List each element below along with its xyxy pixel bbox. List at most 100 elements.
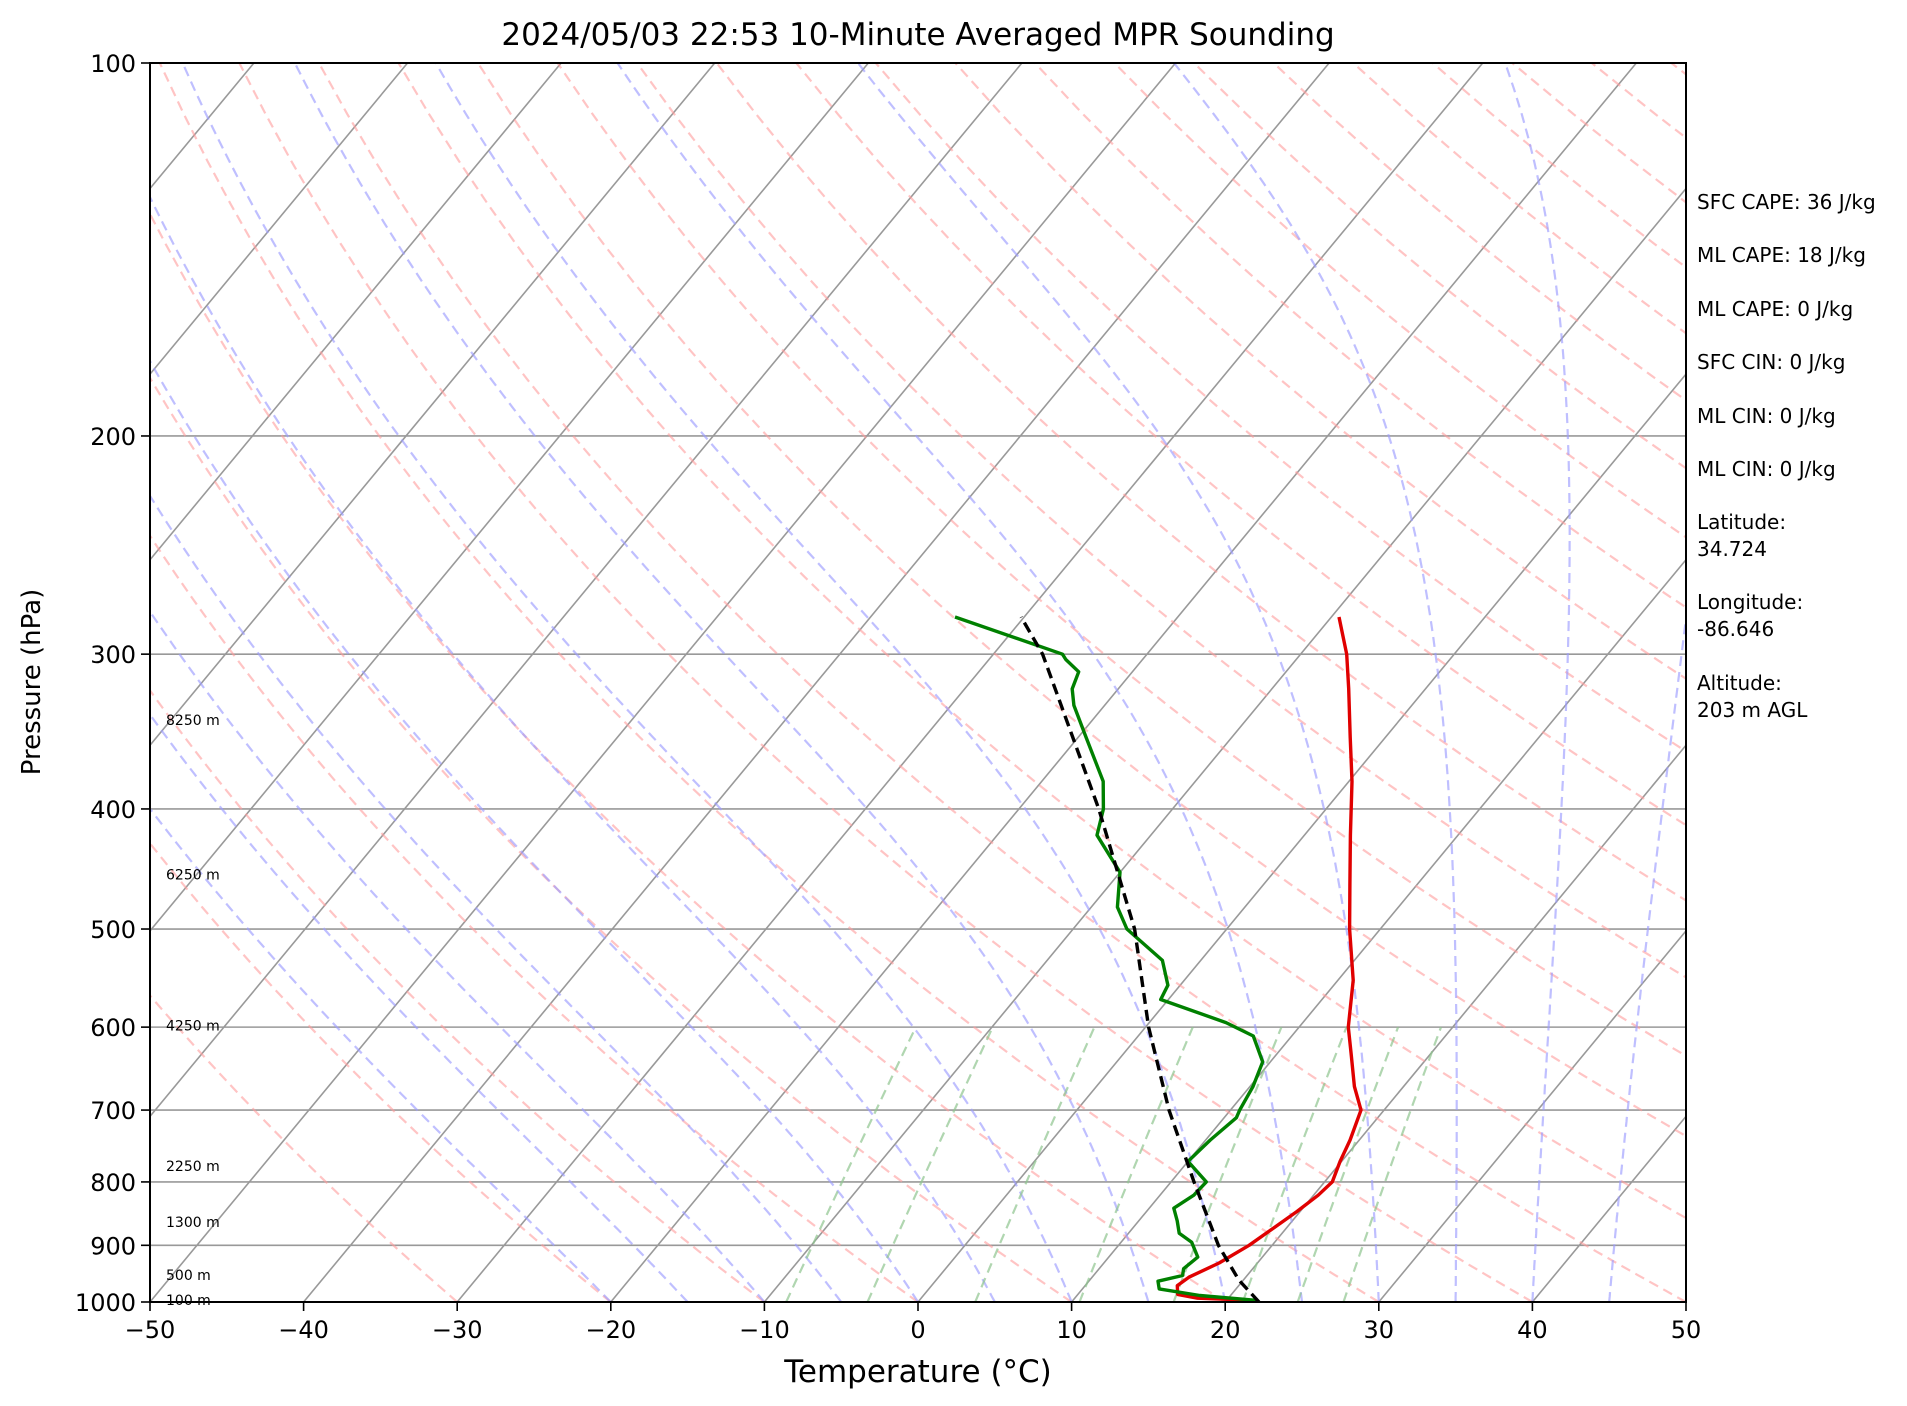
moist-adiabat-line — [434, 63, 1227, 1302]
isotherm-line — [456, 63, 1484, 1302]
isotherm-line — [763, 187, 1686, 1302]
x-tick-label: 50 — [1671, 1316, 1702, 1344]
isotherm-line — [150, 63, 869, 933]
y-axis-label: Pressure (hPa) — [17, 589, 47, 776]
y-tick-label: 200 — [90, 423, 136, 451]
moist-adiabat-line — [150, 194, 996, 1302]
x-axis: −50 −40 −30 −20 −10 0 10 20 30 40 50 — [125, 1302, 1702, 1344]
info-altitude-label: Altitude: — [1697, 671, 1782, 695]
dry-adiabat-line — [556, 63, 1686, 1058]
info-altitude-value: 203 m AGL — [1697, 698, 1808, 722]
dry-adiabat-line — [715, 63, 1686, 902]
y-tick-label: 500 — [90, 916, 136, 944]
background-grid — [0, 63, 1686, 1302]
chart-title: 2024/05/03 22:53 10-Minute Averaged MPR … — [501, 17, 1334, 53]
height-labels: 100 m 500 m 1300 m 2250 m 4250 m 6250 m 8250 m — [166, 713, 220, 1309]
moist-adiabat-line — [150, 807, 612, 1302]
dry-adiabat-line — [150, 533, 919, 1302]
height-label: 2250 m — [166, 1159, 220, 1175]
isotherm-line — [1070, 558, 1686, 1302]
moist-adiabat-line — [1173, 63, 1458, 1302]
moist-adiabat-line — [150, 358, 919, 1302]
isotherm-line — [1224, 744, 1686, 1302]
moist-adiabat-line — [150, 609, 766, 1302]
y-tick-label: 600 — [90, 1014, 136, 1042]
mixing-ratio-line — [974, 1026, 1096, 1302]
temperature-trace — [1175, 616, 1363, 1302]
dry-adiabat-line — [150, 211, 1226, 1302]
info-latitude-label: Latitude: — [1697, 510, 1787, 534]
height-label: 1300 m — [166, 1215, 220, 1231]
x-tick-label: 40 — [1517, 1316, 1548, 1344]
info-latitude-value: 34.724 — [1697, 537, 1767, 561]
dry-adiabat-line — [150, 993, 458, 1302]
moist-adiabat-line — [150, 712, 689, 1302]
sounding-traces — [954, 615, 1363, 1302]
info-ml-cape-2: ML CAPE: 0 J/kg — [1697, 297, 1854, 321]
isotherm-line — [610, 63, 1637, 1302]
mixing-ratio-line — [1342, 1026, 1443, 1302]
x-tick-label: −20 — [585, 1316, 636, 1344]
height-label: 500 m — [166, 1268, 211, 1284]
info-sfc-cape: SFC CAPE: 36 J/kg — [1697, 190, 1876, 214]
dry-adiabat-line — [795, 63, 1686, 827]
moist-adiabat-line — [181, 63, 1073, 1302]
moist-adiabat-line — [1504, 63, 1571, 1302]
dry-adiabat-line — [397, 63, 1686, 1220]
mixing-ratio-line — [866, 1026, 994, 1302]
info-ml-cin-2: ML CIN: 0 J/kg — [1697, 457, 1836, 481]
isotherm-line — [917, 372, 1686, 1302]
isotherm-line — [150, 63, 1177, 1302]
moist-adiabat-line — [857, 63, 1380, 1302]
info-longitude-label: Longitude: — [1697, 590, 1804, 614]
x-tick-label: −30 — [432, 1316, 483, 1344]
mixing-ratio-line — [1078, 1026, 1194, 1302]
y-tick-label: 800 — [90, 1169, 136, 1197]
x-tick-label: 10 — [1056, 1316, 1087, 1344]
x-tick-label: 0 — [910, 1316, 925, 1344]
dry-adiabat-line — [150, 841, 612, 1302]
mixing-ratio-line — [1296, 1026, 1400, 1302]
info-ml-cin: ML CIN: 0 J/kg — [1697, 404, 1836, 428]
info-sfc-cin: SFC CIN: 0 J/kg — [1697, 350, 1846, 374]
dry-adiabat-line — [150, 688, 766, 1302]
isotherm-line — [150, 63, 1023, 1118]
info-longitude-value: -86.646 — [1697, 617, 1775, 641]
y-axis: 1000 900 800 700 600 500 400 300 200 100 — [75, 50, 150, 1317]
moist-adiabat-line — [1608, 609, 1686, 1302]
moist-adiabat-line — [150, 493, 843, 1302]
isotherm-line — [150, 63, 716, 747]
moist-adiabat-line — [293, 63, 1150, 1302]
dry-adiabat-line — [477, 63, 1686, 1138]
info-ml-cape: ML CAPE: 18 J/kg — [1697, 243, 1866, 267]
parcel-profile-trace — [1019, 616, 1261, 1302]
dewpoint-trace — [954, 615, 1265, 1302]
isotherm-line — [0, 63, 100, 1302]
dry-adiabat-line — [238, 63, 1533, 1302]
dry-adiabat-line — [317, 63, 1686, 1302]
isotherm-line — [150, 63, 562, 561]
height-label: 100 m — [166, 1293, 211, 1309]
dry-adiabat-line — [874, 63, 1686, 753]
dry-adiabat-line — [158, 63, 1380, 1302]
mixing-ratio-line — [1241, 1026, 1348, 1302]
y-tick-label: 400 — [90, 796, 136, 824]
y-tick-label: 700 — [90, 1097, 136, 1125]
height-label: 4250 m — [166, 1018, 220, 1034]
y-tick-label: 900 — [90, 1232, 136, 1260]
y-tick-label: 100 — [90, 50, 136, 78]
isotherm-line — [150, 63, 409, 376]
x-tick-label: 20 — [1210, 1316, 1241, 1344]
x-axis-label: Temperature (°C) — [783, 1354, 1052, 1390]
dry-adiabat-line — [1034, 63, 1686, 609]
mixing-ratio-line — [785, 1026, 917, 1302]
x-tick-label: −50 — [125, 1316, 176, 1344]
height-label: 8250 m — [166, 713, 220, 729]
isotherm-line — [302, 63, 1330, 1302]
x-tick-label: 30 — [1364, 1316, 1395, 1344]
x-tick-label: −10 — [739, 1316, 790, 1344]
height-label: 6250 m — [166, 868, 220, 884]
dry-adiabat-line — [150, 375, 1073, 1302]
y-tick-label: 300 — [90, 641, 136, 669]
